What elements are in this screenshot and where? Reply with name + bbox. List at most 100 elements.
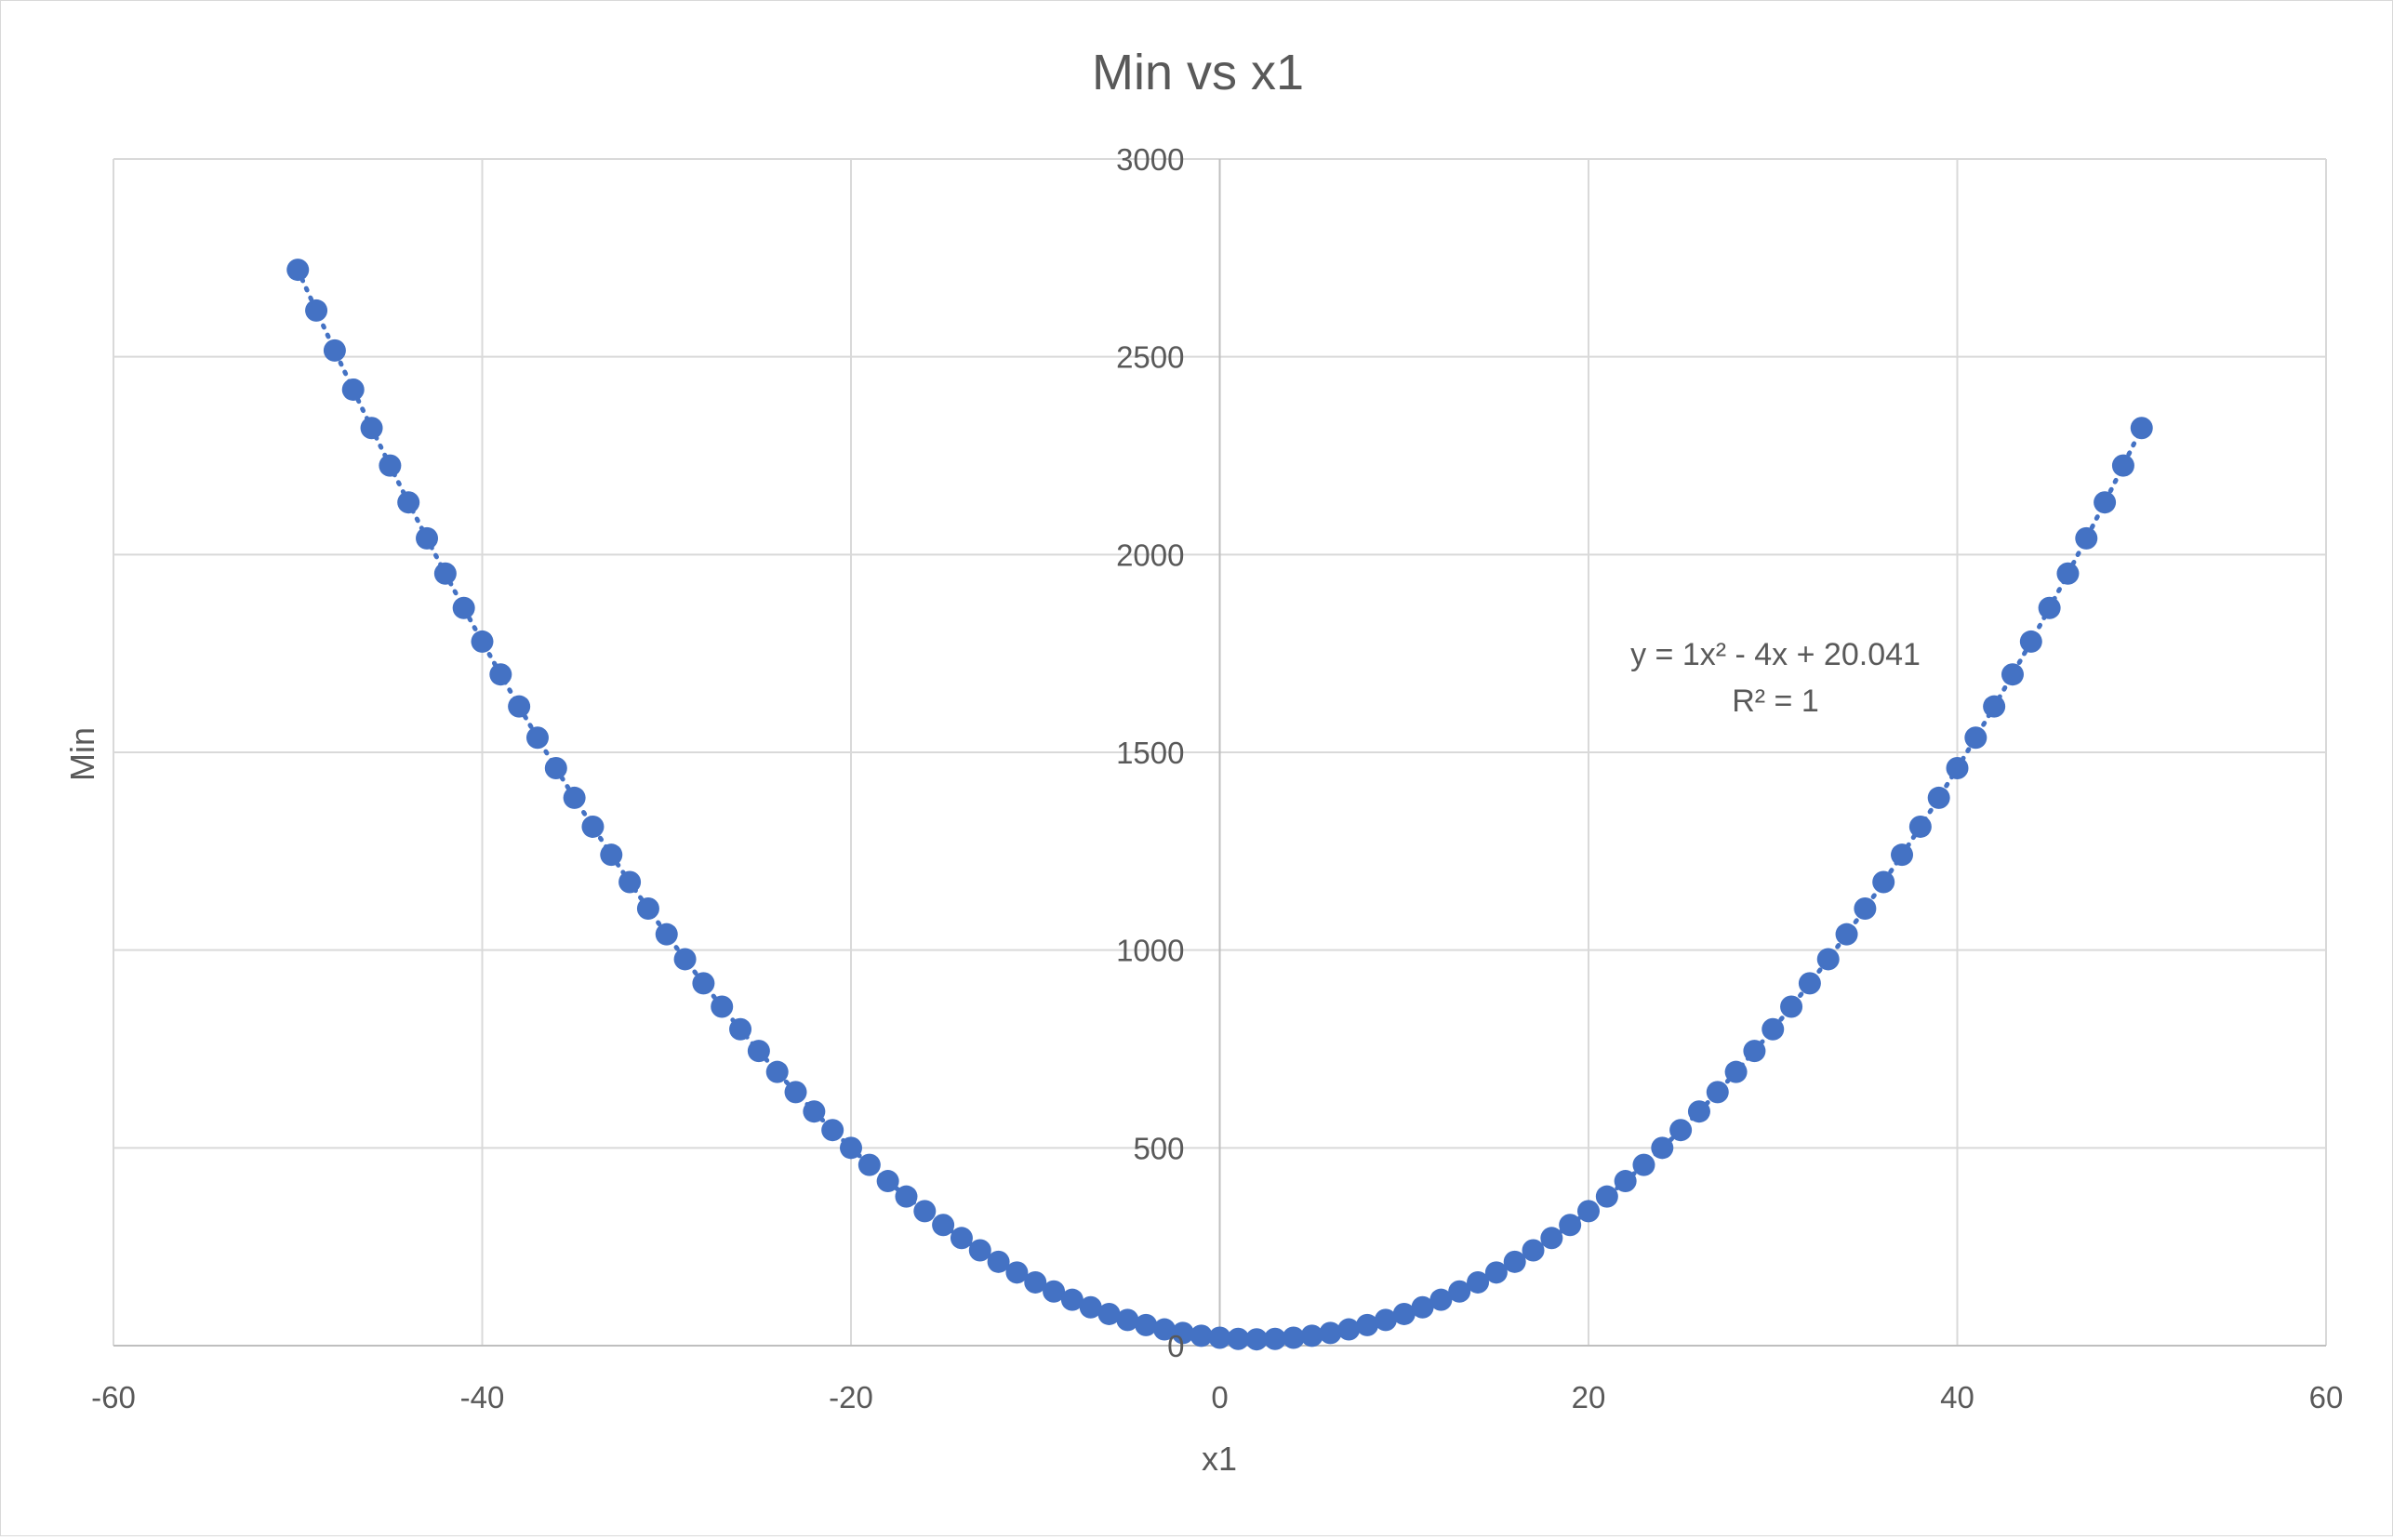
data-point (581, 815, 605, 838)
data-point (1743, 1040, 1766, 1063)
data-point (1669, 1119, 1693, 1142)
chart-title: Min vs x1 (1092, 45, 1304, 100)
data-point (747, 1040, 770, 1063)
data-point (618, 870, 642, 894)
data-point (1263, 1327, 1286, 1350)
data-point (729, 1017, 752, 1041)
data-point (1429, 1288, 1453, 1311)
data-point (1319, 1321, 1342, 1345)
data-point (1245, 1328, 1269, 1351)
data-point (1595, 1185, 1618, 1208)
data-point (1190, 1324, 1213, 1348)
data-point (1079, 1295, 1102, 1319)
y-tick-label: 2500 (1116, 340, 1184, 375)
data-point (489, 663, 512, 686)
data-point (2038, 596, 2061, 619)
data-point (1964, 726, 1988, 750)
trendline-equation: y = 1x² - 4x + 20.041 (1630, 637, 1921, 672)
data-point (416, 526, 439, 550)
data-point (1043, 1280, 1066, 1303)
data-point (673, 948, 697, 971)
data-point (1614, 1170, 1637, 1193)
data-point (2001, 663, 2024, 686)
data-point (397, 491, 420, 514)
data-point (1503, 1250, 1526, 1273)
data-point (803, 1100, 826, 1123)
x-tick-label: -60 (91, 1380, 136, 1414)
data-point (1780, 995, 1803, 1018)
data-point (1891, 843, 1914, 867)
data-point (360, 417, 383, 440)
data-point (784, 1081, 807, 1104)
data-point (471, 630, 494, 653)
data-point (286, 259, 310, 282)
data-point (1927, 786, 1950, 809)
data-point (1448, 1280, 1471, 1303)
data-point (2056, 562, 2080, 585)
data-point (1337, 1318, 1361, 1341)
x-tick-label: 40 (1940, 1380, 1974, 1414)
data-point (341, 378, 365, 401)
x-tick-label: -40 (460, 1380, 505, 1414)
data-point (1540, 1227, 1563, 1250)
data-point (987, 1250, 1010, 1273)
y-tick-label: 0 (1167, 1329, 1184, 1363)
data-point (1559, 1214, 1582, 1237)
x-tick-label: 0 (1211, 1380, 1228, 1414)
data-point (508, 695, 531, 718)
y-tick-label: 1500 (1116, 736, 1184, 770)
data-point (857, 1153, 881, 1176)
data-point (1854, 897, 1877, 921)
y-tick-label: 2000 (1116, 538, 1184, 572)
data-point (1577, 1200, 1600, 1223)
data-point (452, 596, 475, 619)
data-point (636, 897, 659, 921)
data-point (1024, 1270, 1047, 1294)
data-point (1467, 1270, 1490, 1294)
data-point (1411, 1295, 1434, 1319)
y-axis-title: Min (63, 727, 101, 781)
data-point (895, 1185, 918, 1208)
data-point (968, 1239, 991, 1262)
y-tick-label: 3000 (1116, 142, 1184, 177)
y-tick-label: 500 (1133, 1131, 1184, 1165)
data-point (913, 1200, 937, 1223)
data-point (305, 299, 328, 322)
data-point (1116, 1308, 1139, 1332)
data-point (1946, 757, 1969, 780)
data-point (1356, 1313, 1379, 1336)
data-point (1522, 1239, 1545, 1262)
data-point (840, 1136, 862, 1160)
y-tick-label: 1000 (1116, 934, 1184, 968)
data-point (765, 1060, 789, 1083)
trendline-r-squared: R² = 1 (1732, 684, 1819, 719)
data-point (711, 995, 734, 1018)
data-point (1835, 923, 1858, 946)
data-point (1282, 1326, 1305, 1349)
data-point (692, 972, 715, 995)
data-point (2019, 630, 2042, 653)
data-point (1097, 1302, 1121, 1325)
data-point (1872, 870, 1895, 894)
data-point (1208, 1326, 1231, 1349)
data-point (1706, 1081, 1729, 1104)
data-point (1687, 1100, 1710, 1123)
data-point (1227, 1327, 1250, 1350)
data-point (323, 339, 346, 362)
data-point (379, 454, 402, 477)
data-point (1153, 1318, 1177, 1341)
data-point (1816, 948, 1840, 971)
data-point (2094, 491, 2117, 514)
data-point (1798, 972, 1821, 995)
data-point (1651, 1136, 1674, 1160)
x-tick-label: -20 (829, 1380, 873, 1414)
data-point (1632, 1153, 1655, 1176)
data-point (600, 843, 623, 867)
data-point (1171, 1321, 1194, 1345)
data-point (1060, 1288, 1083, 1311)
data-point (2075, 526, 2098, 550)
x-axis-title: x1 (1202, 1440, 1237, 1478)
data-point (525, 726, 549, 750)
x-tick-label: 20 (1572, 1380, 1606, 1414)
